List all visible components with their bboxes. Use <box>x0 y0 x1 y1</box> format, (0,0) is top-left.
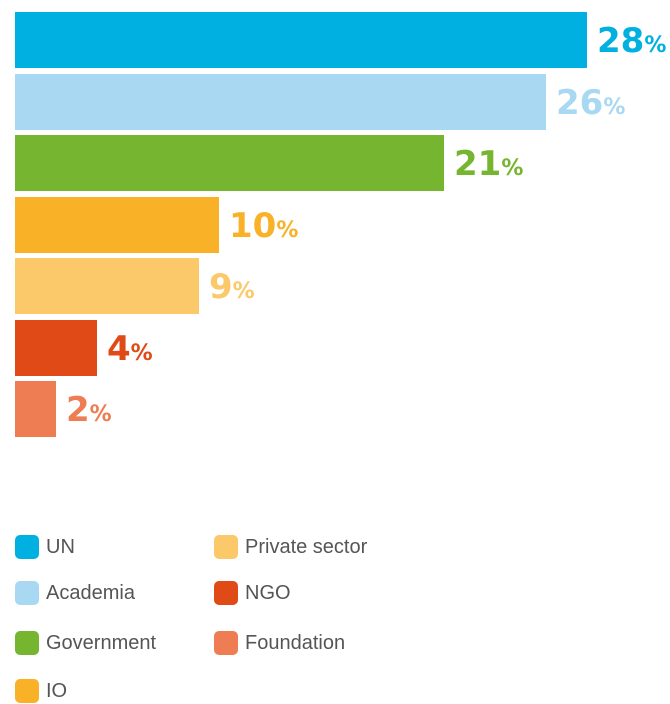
legend-item-academia: Academia <box>15 580 135 606</box>
legend-swatch-un <box>15 535 39 559</box>
legend-label-io: IO <box>46 679 68 702</box>
legend-label-un: UN <box>46 535 75 558</box>
bar-academia <box>15 74 546 130</box>
legend-swatch-io <box>15 679 39 703</box>
legend-swatch-academia <box>15 581 39 605</box>
bar-un <box>15 12 587 68</box>
bar-ngo <box>15 320 97 376</box>
value-label-foundation: 2% <box>66 390 112 430</box>
legend-swatch-government <box>15 631 39 655</box>
value-label-un: 28% <box>597 21 666 61</box>
value-label-academia: 26% <box>556 83 625 123</box>
legend-item-foundation: Foundation <box>214 630 345 656</box>
bar-io <box>15 197 219 253</box>
legend-item-private-sector: Private sector <box>214 534 367 560</box>
value-label-ngo: 4% <box>107 329 153 369</box>
bar-private-sector <box>15 258 199 314</box>
legend-label-private-sector: Private sector <box>245 535 368 558</box>
legend-label-academia: Academia <box>46 581 135 604</box>
legend-label-government: Government <box>46 631 157 654</box>
bar-chart: 28% 26% 21% 10% 9% 4% 2% <box>15 12 666 437</box>
value-label-io: 10% <box>229 206 298 246</box>
legend-item-ngo: NGO <box>214 580 291 606</box>
bar-government <box>15 135 444 191</box>
legend-item-government: Government <box>15 630 156 656</box>
legend-swatch-ngo <box>214 581 238 605</box>
value-label-private-sector: 9% <box>209 267 255 307</box>
legend-item-io: IO <box>15 678 67 704</box>
legend-swatch-foundation <box>214 631 238 655</box>
legend-item-un: UN <box>15 534 75 560</box>
legend-swatch-private-sector <box>214 535 238 559</box>
bar-foundation <box>15 381 56 437</box>
legend-label-foundation: Foundation <box>245 631 346 654</box>
value-label-government: 21% <box>454 144 523 184</box>
legend-label-ngo: NGO <box>245 581 291 604</box>
